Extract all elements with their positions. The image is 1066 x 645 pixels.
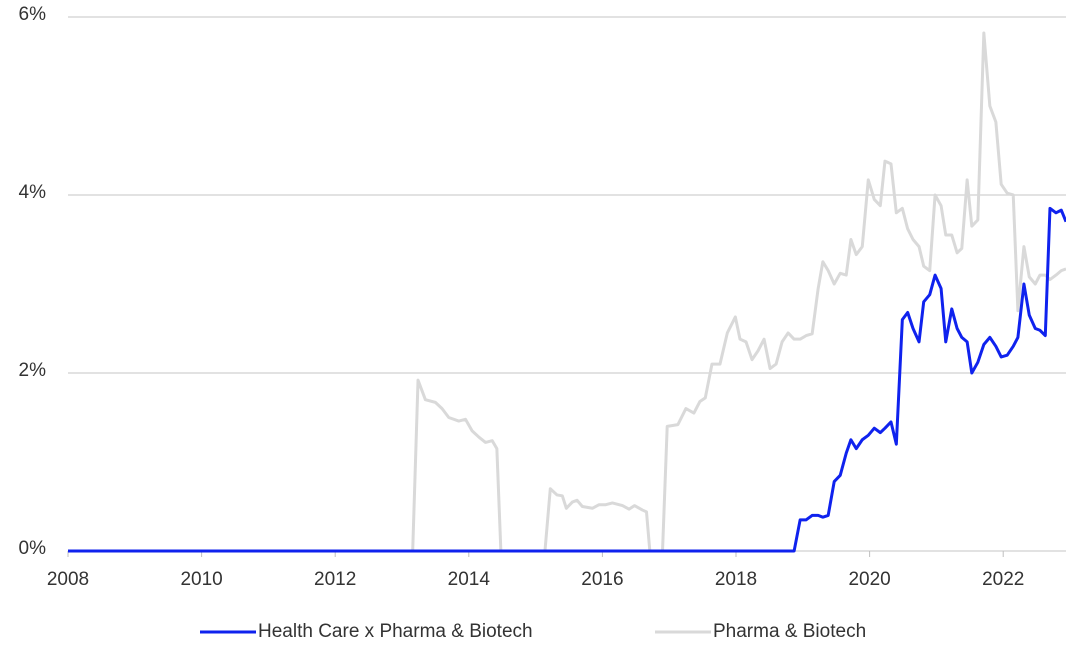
legend-label: Health Care x Pharma & Biotech xyxy=(258,621,533,642)
x-tick-label: 2022 xyxy=(982,569,1024,590)
y-tick-label: 2% xyxy=(19,360,47,381)
y-tick-label: 6% xyxy=(19,4,47,25)
legend-label: Pharma & Biotech xyxy=(713,621,866,642)
x-tick-label: 2020 xyxy=(848,569,890,590)
x-tick-label: 2012 xyxy=(314,569,356,590)
series-line xyxy=(68,206,1066,553)
y-tick-label: 4% xyxy=(19,182,47,203)
x-tick-label: 2008 xyxy=(47,569,89,590)
x-tick-label: 2010 xyxy=(180,569,222,590)
x-tick-label: 2018 xyxy=(715,569,757,590)
y-tick-label: 0% xyxy=(19,538,47,559)
x-tick-label: 2014 xyxy=(448,569,491,590)
x-tick-label: 2016 xyxy=(581,569,623,590)
series-line xyxy=(68,31,1066,553)
